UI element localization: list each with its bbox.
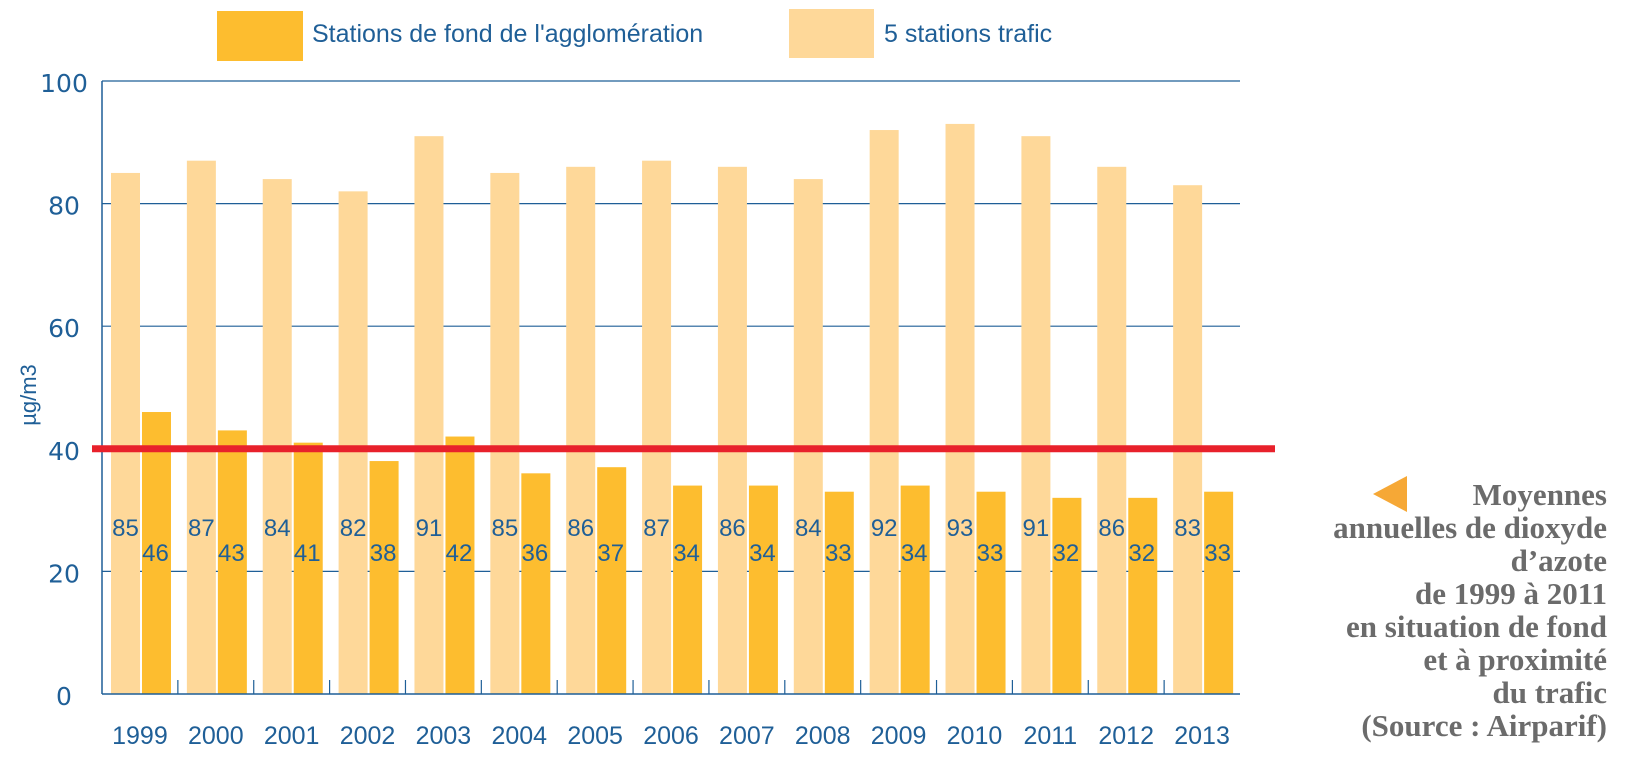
data-label-trafic: 93 [947,515,974,542]
y-tick-label: 60 [48,314,80,343]
bar-trafic [338,191,368,694]
x-tick-label: 2006 [643,722,699,750]
data-label-fond: 37 [597,540,624,567]
bar-fond [369,461,399,694]
bar-trafic [1173,185,1203,694]
y-axis-label: µg/m3 [16,364,41,426]
data-label-trafic: 83 [1174,515,1201,542]
bar-trafic [566,166,596,694]
data-label-trafic: 86 [567,515,594,542]
bar-fond [900,485,930,694]
data-label-trafic: 82 [340,515,367,542]
bar-fond [597,467,627,694]
data-label-fond: 34 [673,540,700,567]
bar-trafic [490,172,520,694]
data-label-trafic: 87 [188,515,215,542]
x-tick-label: 2011 [1023,722,1077,750]
y-tick-label: 0 [56,682,72,711]
data-label-trafic: 84 [795,515,822,542]
data-label-trafic: 91 [1023,515,1050,542]
caption-line: Moyennes [1472,477,1607,512]
bar-fond [748,485,778,694]
data-label-trafic: 86 [1098,515,1125,542]
data-label-trafic: 85 [112,515,139,542]
data-label-fond: 33 [1204,540,1231,567]
y-tick-label: 20 [48,559,80,588]
data-label-trafic: 91 [416,515,443,542]
x-tick-label: 1999 [112,722,168,750]
data-label-trafic: 85 [491,515,518,542]
data-label-fond: 46 [142,540,169,567]
bar-fond [445,436,475,694]
bar-fond [217,430,247,694]
y-tick-label: 80 [48,192,80,221]
data-label-fond: 43 [218,540,245,567]
x-tick-label: 2005 [567,722,623,750]
x-tick-label: 2012 [1098,722,1154,750]
bar-trafic [1097,166,1127,694]
caption-arrow-icon [1373,476,1407,512]
bar-trafic [717,166,747,694]
caption-line: d’azote [1510,543,1607,578]
chart-caption: Moyennes annuelles de dioxyde d’azote de… [1227,478,1607,742]
bar-fond [824,491,854,694]
data-label-trafic: 87 [643,515,670,542]
bar-fond [1052,497,1082,694]
caption-line: annuelles de dioxyde [1333,510,1607,545]
legend-label-trafic: 5 stations trafic [884,20,1053,48]
bar-trafic [262,179,292,694]
bar-trafic [642,160,672,694]
caption-line: du trafic [1492,675,1607,710]
legend-label-fond: Stations de fond de l'agglomération [312,20,704,48]
x-tick-label: 2002 [340,722,396,750]
data-label-fond: 32 [1053,540,1080,567]
y-tick-label: 100 [40,69,88,98]
bar-trafic [945,123,975,694]
x-tick-label: 2004 [491,722,547,750]
data-label-fond: 33 [977,540,1004,567]
bar-fond [1128,497,1158,694]
bar-fond [673,485,703,694]
x-tick-label: 2009 [871,722,927,750]
data-label-fond: 34 [749,540,776,567]
caption-line: (Source : Airparif) [1361,708,1607,743]
data-label-fond: 34 [901,540,928,567]
legend-swatch-trafic [789,9,874,58]
data-label-fond: 42 [446,540,473,567]
bar-trafic [793,179,823,694]
caption-line: et à proximité [1423,642,1607,677]
bar-trafic [869,130,899,695]
bar-trafic [1021,136,1051,695]
bar-fond [293,442,323,694]
data-label-fond: 41 [294,540,321,567]
x-tick-label: 2003 [416,722,472,750]
x-tick-label: 2000 [188,722,244,750]
bar-fond [976,491,1006,694]
data-label-fond: 36 [521,540,548,567]
y-tick-label: 40 [48,437,80,466]
x-tick-label: 2007 [719,722,775,750]
bar-trafic [414,136,444,695]
data-label-fond: 38 [370,540,397,567]
legend-swatch-fond [217,11,303,61]
caption-line: en situation de fond [1346,609,1607,644]
bar-trafic [111,172,140,694]
data-label-fond: 32 [1128,540,1155,567]
data-label-trafic: 86 [719,515,746,542]
bar-fond [142,412,171,694]
data-label-trafic: 92 [871,515,898,542]
bar-fond [1204,491,1234,694]
x-tick-label: 2001 [264,722,320,750]
x-tick-label: 2008 [795,722,851,750]
bar-trafic [186,160,216,694]
bar-fond [521,473,551,694]
data-label-trafic: 84 [264,515,291,542]
caption-line: de 1999 à 2011 [1414,576,1607,611]
x-tick-label: 2010 [947,722,1003,750]
x-tick-label: 2013 [1174,722,1230,750]
data-label-fond: 33 [825,540,852,567]
